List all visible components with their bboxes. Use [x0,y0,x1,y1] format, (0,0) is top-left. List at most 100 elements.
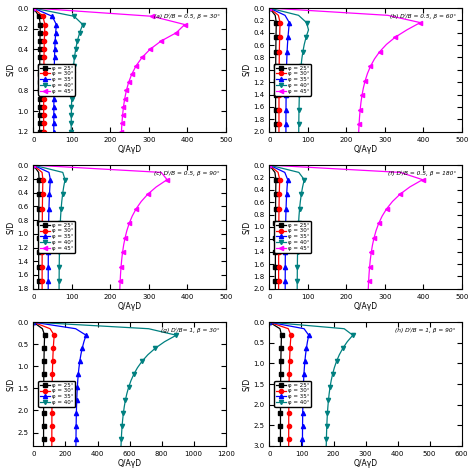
φ = 35° [283,92,289,98]
φ = 30° [275,170,281,175]
φ = 30° [276,85,282,91]
φ = 25° [37,55,43,60]
Line: φ = 35°: φ = 35° [267,6,292,134]
φ = 40° [297,92,302,98]
Line: φ = 25°: φ = 25° [267,320,283,448]
φ = 45° [368,249,374,255]
Legend: φ = 25°, φ = 30°, φ = 35°, φ = 40°: φ = 25°, φ = 30°, φ = 35°, φ = 40° [274,381,311,407]
φ = 40° [323,443,329,449]
Y-axis label: S/D: S/D [6,377,15,391]
Text: (f) Dⁱ/B = 0.5, β = 180°: (f) Dⁱ/B = 0.5, β = 180° [388,170,456,176]
φ = 40° [68,129,74,135]
φ = 35° [76,365,82,371]
φ = 25° [37,30,43,36]
φ = 35° [303,346,309,351]
φ = 35° [305,339,310,345]
φ = 35° [49,13,55,19]
φ = 40° [120,417,126,423]
φ = 30° [49,423,55,429]
φ = 35° [51,79,57,85]
φ = 35° [46,206,52,211]
φ = 35° [46,235,51,241]
φ = 30° [50,358,55,364]
φ = 35° [46,279,51,284]
φ = 40° [56,257,62,263]
φ = 45° [129,213,135,219]
φ = 35° [300,391,306,397]
φ = 30° [41,71,46,77]
φ = 40° [71,13,77,19]
φ = 40° [331,365,337,371]
φ = 45° [158,170,164,175]
Y-axis label: S/D: S/D [6,220,15,234]
φ = 40° [69,112,74,118]
Line: φ = 45°: φ = 45° [31,163,169,291]
φ = 45° [117,279,123,284]
φ = 40° [70,71,76,77]
φ = 25° [36,220,42,226]
φ = 40° [266,319,272,325]
φ = 40° [345,339,350,345]
φ = 45° [376,220,382,226]
φ = 25° [41,423,46,429]
φ = 30° [277,42,283,47]
φ = 30° [276,78,282,83]
φ = 35° [306,332,311,338]
φ = 45° [390,199,395,204]
φ = 45° [133,206,139,211]
φ = 40° [58,206,64,211]
φ = 25° [41,346,47,351]
Line: φ = 25°: φ = 25° [267,163,278,291]
φ = 40° [60,191,65,197]
Legend: φ = 25°, φ = 30°, φ = 35°, φ = 40°, φ = 45°: φ = 25°, φ = 30°, φ = 35°, φ = 40°, φ = … [274,221,311,253]
φ = 45° [138,199,144,204]
φ = 35° [75,372,81,377]
φ = 30° [276,257,282,263]
φ = 40° [295,242,301,248]
φ = 25° [266,319,272,325]
φ = 25° [273,114,278,120]
φ = 35° [31,319,36,325]
φ = 30° [286,384,292,390]
φ = 45° [368,64,374,69]
φ = 25° [36,199,42,204]
φ = 30° [41,55,47,60]
φ = 35° [283,71,289,76]
φ = 45° [118,129,124,135]
φ = 35° [283,107,289,113]
φ = 30° [49,384,55,390]
φ = 30° [276,199,282,204]
Y-axis label: S/D: S/D [242,63,251,76]
φ = 35° [81,339,87,345]
φ = 30° [276,286,282,292]
Line: φ = 35°: φ = 35° [267,320,311,448]
φ = 40° [301,177,307,182]
φ = 30° [276,71,282,76]
φ = 25° [39,326,45,331]
φ = 45° [357,114,363,120]
φ = 40° [31,319,36,325]
Line: φ = 25°: φ = 25° [267,6,278,134]
φ = 35° [283,85,289,91]
φ = 35° [283,264,288,270]
φ = 35° [300,410,306,416]
φ = 35° [46,228,51,233]
φ = 40° [123,397,128,403]
φ = 40° [341,326,347,331]
φ = 25° [273,213,278,219]
φ = 45° [418,20,423,26]
φ = 25° [277,326,283,331]
φ = 40° [294,271,300,277]
φ = 30° [49,443,55,449]
φ = 30° [276,242,282,248]
φ = 30° [49,404,55,410]
φ = 40° [131,372,137,377]
φ = 30° [276,249,282,255]
φ = 30° [276,235,282,241]
φ = 40° [334,358,339,364]
φ = 35° [51,71,57,77]
φ = 25° [273,107,278,113]
φ = 25° [31,5,36,11]
φ = 45° [164,177,170,182]
φ = 40° [325,410,330,416]
